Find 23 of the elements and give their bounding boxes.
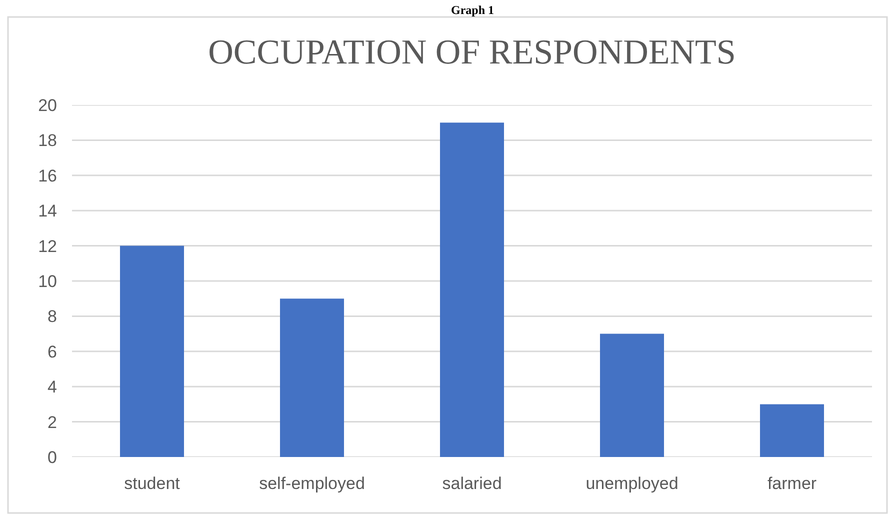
x-tick-label: self-employed <box>259 474 365 493</box>
bar <box>440 122 504 457</box>
caption: Graph 1 <box>451 3 494 17</box>
y-tick-label: 14 <box>38 202 57 221</box>
bar <box>120 246 184 457</box>
y-tick-label: 18 <box>38 131 57 150</box>
x-tick-label: student <box>124 474 180 493</box>
x-tick-label: farmer <box>767 474 817 493</box>
bar <box>600 334 664 457</box>
y-tick-label: 8 <box>48 307 57 326</box>
y-tick-label: 20 <box>38 96 57 115</box>
bar <box>760 404 824 457</box>
chart-title: OCCUPATION OF RESPONDENTS <box>208 32 736 72</box>
x-tick-label: salaried <box>442 474 502 493</box>
y-tick-label: 10 <box>38 272 57 291</box>
y-tick-label: 12 <box>38 236 57 256</box>
y-tick-label: 0 <box>48 448 57 467</box>
y-tick-label: 16 <box>38 166 57 186</box>
y-tick-label: 2 <box>48 412 57 432</box>
x-tick-label: unemployed <box>586 474 678 493</box>
y-tick-label: 4 <box>48 378 57 397</box>
y-tick-label: 6 <box>48 342 57 362</box>
bar <box>280 298 344 457</box>
